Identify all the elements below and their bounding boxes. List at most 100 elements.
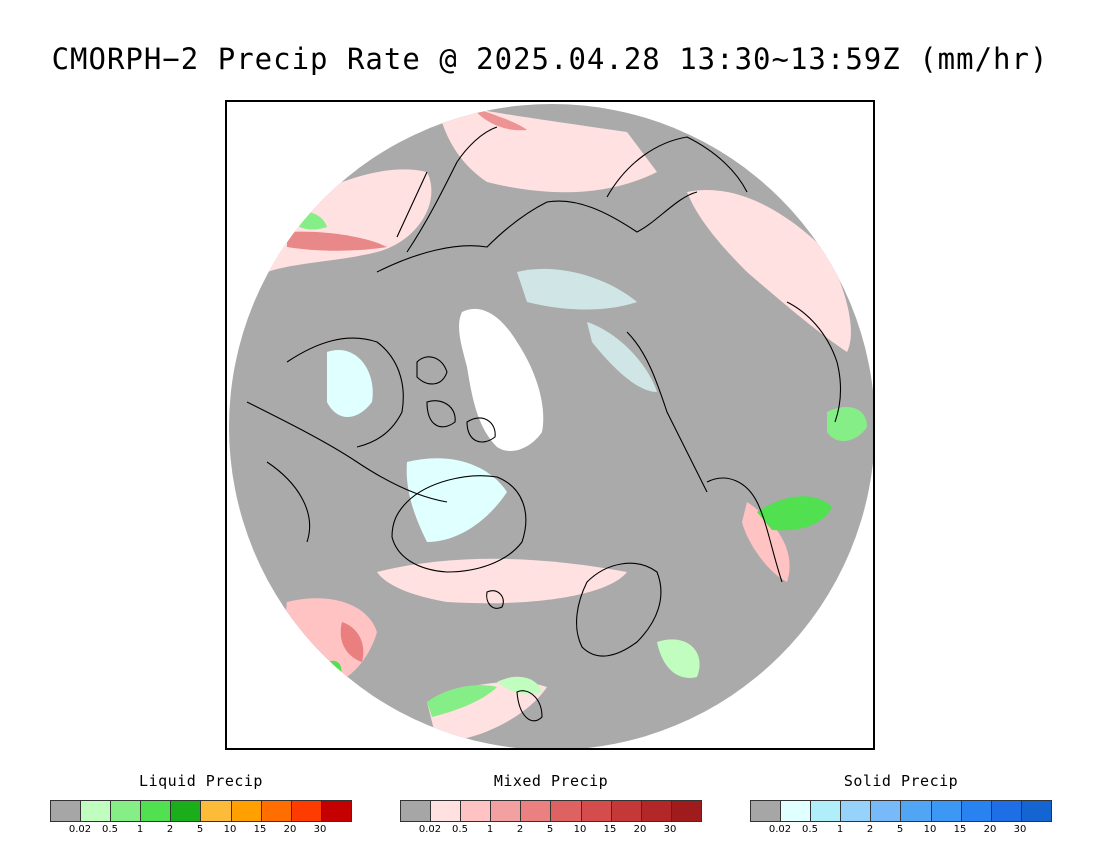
legend-tick-label: 5 (196, 824, 204, 835)
legend-tick-label: 0.02 (68, 824, 92, 835)
coastline-path (606, 136, 748, 198)
legend-tick-label: 15 (953, 824, 967, 835)
coastline-path (706, 477, 783, 583)
no-data-area (459, 308, 544, 452)
coastline-path (396, 171, 428, 238)
coastline-path (626, 331, 708, 493)
legend-swatch (671, 801, 701, 821)
legend-tick-label: 10 (573, 824, 587, 835)
legend-ticks: 0.02 0.5 1 2 5 10 15 20 30 (400, 824, 702, 838)
legend-swatch (111, 801, 142, 821)
legend-title: Mixed Precip (493, 772, 609, 790)
legend-title: Solid Precip (843, 772, 959, 790)
legend-tick-label: 10 (923, 824, 937, 835)
polar-map[interactable] (225, 100, 875, 750)
coastline-path (246, 401, 448, 503)
legend-tick-label: 1 (486, 824, 494, 835)
legend-swatch (401, 801, 432, 821)
legend-tick-label: 2 (516, 824, 524, 835)
legend-tick-label: 10 (223, 824, 237, 835)
legend-swatch (321, 801, 351, 821)
coastline-path (466, 417, 496, 443)
mixed-precip-area (287, 231, 387, 251)
coastlines (246, 126, 842, 722)
legend-tick-label: 15 (603, 824, 617, 835)
solid-precip-area (587, 322, 657, 392)
legend-tick-label: 5 (546, 824, 554, 835)
legend-tick-label: 30 (1013, 824, 1027, 835)
legend-swatch (871, 801, 902, 821)
coastline-path (426, 400, 456, 428)
legend-swatch (231, 801, 262, 821)
solid-precip-area (406, 458, 507, 542)
map-title: CMORPH−2 Precip Rate @ 2025.04.28 13:30~… (51, 42, 1049, 76)
legend-color-bar (750, 800, 1052, 822)
legend-color-bar (50, 800, 352, 822)
mixed-precip-area (377, 558, 627, 604)
liquid-precip-area (497, 676, 542, 695)
greenland-coastline (391, 475, 527, 573)
coastline-path (416, 356, 448, 385)
solid-precip-area (327, 350, 373, 417)
legend-swatch (961, 801, 992, 821)
legend-tick-label: 30 (313, 824, 327, 835)
legend-mixed: Mixed Precip 0.02 0.5 1 2 5 10 15 20 30 (400, 772, 702, 838)
legend-tick-label: 0.5 (802, 824, 818, 835)
britain-coastline (516, 690, 543, 722)
legend-swatch (261, 801, 292, 821)
legend-tick-label: 1 (836, 824, 844, 835)
legend-swatch (1021, 801, 1051, 821)
legend-tick-label: 30 (663, 824, 677, 835)
legend-ticks: 0.02 0.5 1 2 5 10 15 20 30 (750, 824, 1052, 838)
mixed-precip-area (687, 190, 851, 352)
mixed-precip-area (742, 502, 790, 582)
legend-title: Liquid Precip (139, 772, 263, 790)
polar-map-canvas (227, 102, 873, 748)
legend-swatch (201, 801, 232, 821)
coastline-path (406, 126, 498, 253)
mixed-precip-area (437, 104, 657, 193)
legend-color-bar (400, 800, 702, 822)
coastline-path (786, 301, 842, 423)
legend-swatch (431, 801, 462, 821)
coastline-path (286, 337, 404, 448)
hemisphere-disc (229, 104, 873, 748)
legend-tick-label: 2 (166, 824, 174, 835)
legend-swatch (461, 801, 492, 821)
solid-precip-area (517, 268, 637, 310)
legend-swatch (521, 801, 552, 821)
legend-tick-label: 20 (983, 824, 997, 835)
legend-swatch (611, 801, 642, 821)
legend-swatch (991, 801, 1022, 821)
mixed-precip-area (340, 622, 364, 662)
legend-swatch (781, 801, 812, 821)
coastline-path (376, 191, 698, 273)
legend-tick-label: 20 (633, 824, 647, 835)
scandinavia-coastline (576, 562, 662, 657)
legend-swatch (81, 801, 112, 821)
legend-tick-label: 0.02 (418, 824, 442, 835)
liquid-precip-area (657, 639, 700, 678)
iceland-coastline (486, 590, 504, 609)
legend-tick-label: 2 (866, 824, 874, 835)
legend-tick-label: 5 (896, 824, 904, 835)
legend-tick-label: 15 (253, 824, 267, 835)
legend-swatch (901, 801, 932, 821)
legend-swatch (841, 801, 872, 821)
legend-ticks: 0.02 0.5 1 2 5 10 15 20 30 (50, 824, 352, 838)
legend-swatch (491, 801, 522, 821)
legend-swatch (171, 801, 202, 821)
liquid-precip-area (757, 496, 832, 531)
liquid-precip-area (427, 685, 497, 717)
legend-tick-label: 0.5 (102, 824, 118, 835)
legend-liquid: Liquid Precip 0.02 0.5 1 2 5 10 15 20 30 (50, 772, 352, 838)
legend-swatch (931, 801, 962, 821)
legend-tick-label: 0.5 (452, 824, 468, 835)
legend-swatch (291, 801, 322, 821)
precip-overlay (267, 104, 867, 742)
legend-swatch (141, 801, 172, 821)
legend-swatch (751, 801, 782, 821)
legend-swatch (641, 801, 672, 821)
legend-swatch (51, 801, 82, 821)
legend-swatch (581, 801, 612, 821)
